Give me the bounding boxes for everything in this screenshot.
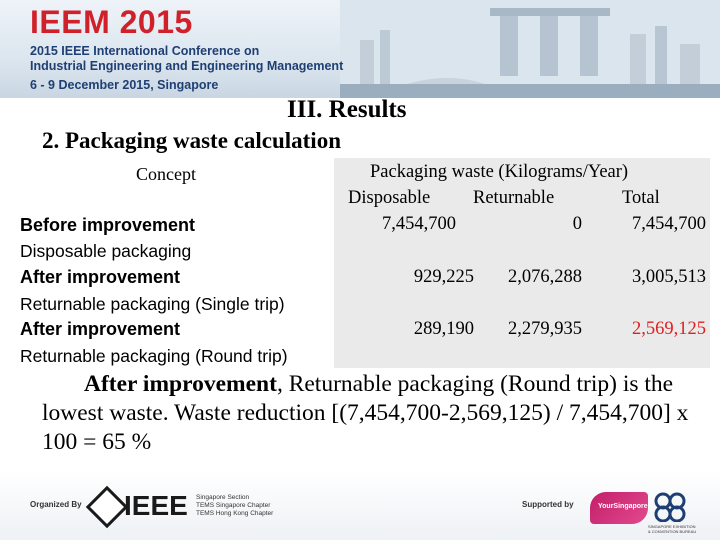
footer: Organized By IEEE Singapore Section TEMS… [0, 470, 720, 540]
row-3-returnable: 2,279,935 [508, 319, 582, 339]
conclusion-rest: , Returnable packaging (Round trip) is t… [42, 371, 689, 455]
label-column [18, 158, 334, 368]
column-header-disposable: Disposable [348, 188, 431, 208]
ieee-line-2: TEMS Singapore Chapter [196, 502, 271, 509]
organized-by-label: Organized By [30, 500, 82, 509]
row-3-total-highlight: 2,569,125 [632, 319, 706, 339]
sub-title: 2. Packaging waste calculation [42, 128, 341, 153]
conference-banner: IEEM 2015 2015 IEEE International Confer… [0, 0, 720, 98]
convention-bureau-text: SINGAPORE EXHIBITION & CONVENTION BUREAU [648, 524, 697, 534]
convention-bureau-logo-icon [654, 492, 686, 522]
row-1-label: Before improvement [20, 215, 196, 235]
supported-by-label: Supported by [522, 500, 574, 509]
ieee-line-3: TEMS Hong Kong Chapter [196, 510, 274, 517]
row-1-detail: Disposable packaging [20, 241, 192, 261]
conference-title: IEEM 2015 [30, 4, 193, 40]
row-2-disposable: 929,225 [413, 267, 474, 287]
your-singapore-logo [590, 492, 648, 524]
singapore-skyline-image [340, 0, 720, 98]
waste-table: Concept Packaging waste (Kilograms/Year)… [18, 158, 710, 368]
row-2-total: 3,005,513 [632, 267, 706, 287]
ieee-diamond-icon [85, 485, 129, 529]
conference-subtitle-line-1: 2015 IEEE International Conference on [30, 44, 260, 58]
concept-header: Concept [136, 164, 196, 184]
row-2-label: After improvement [20, 267, 181, 287]
row-1-disposable: 7,454,700 [382, 214, 456, 234]
ieee-logo: IEEE [124, 490, 188, 521]
row-3-label: After improvement [20, 319, 181, 339]
column-header-total: Total [622, 188, 660, 208]
row-2-detail: Returnable packaging (Single trip) [20, 294, 285, 314]
row-1-returnable: 0 [572, 214, 582, 234]
row-3-detail: Returnable packaging (Round trip) [20, 346, 288, 366]
row-3-disposable: 289,190 [413, 319, 474, 339]
column-header-returnable: Returnable [473, 188, 555, 208]
row-1-total: 7,454,700 [632, 214, 706, 234]
group-header: Packaging waste (Kilograms/Year) [370, 162, 629, 182]
section-title: III. Results [287, 96, 407, 123]
conference-subtitle-line-2: Industrial Engineering and Engineering M… [30, 59, 344, 73]
ieee-line-1: Singapore Section [196, 494, 250, 501]
conference-dates: 6 - 9 December 2015, Singapore [30, 78, 219, 92]
your-singapore-logo-text: YourSingapore [598, 503, 648, 510]
row-2-returnable: 2,076,288 [508, 267, 582, 287]
conclusion-text: After improvement, Returnable packaging … [42, 370, 702, 457]
conclusion-bold: After improvement [84, 371, 277, 397]
